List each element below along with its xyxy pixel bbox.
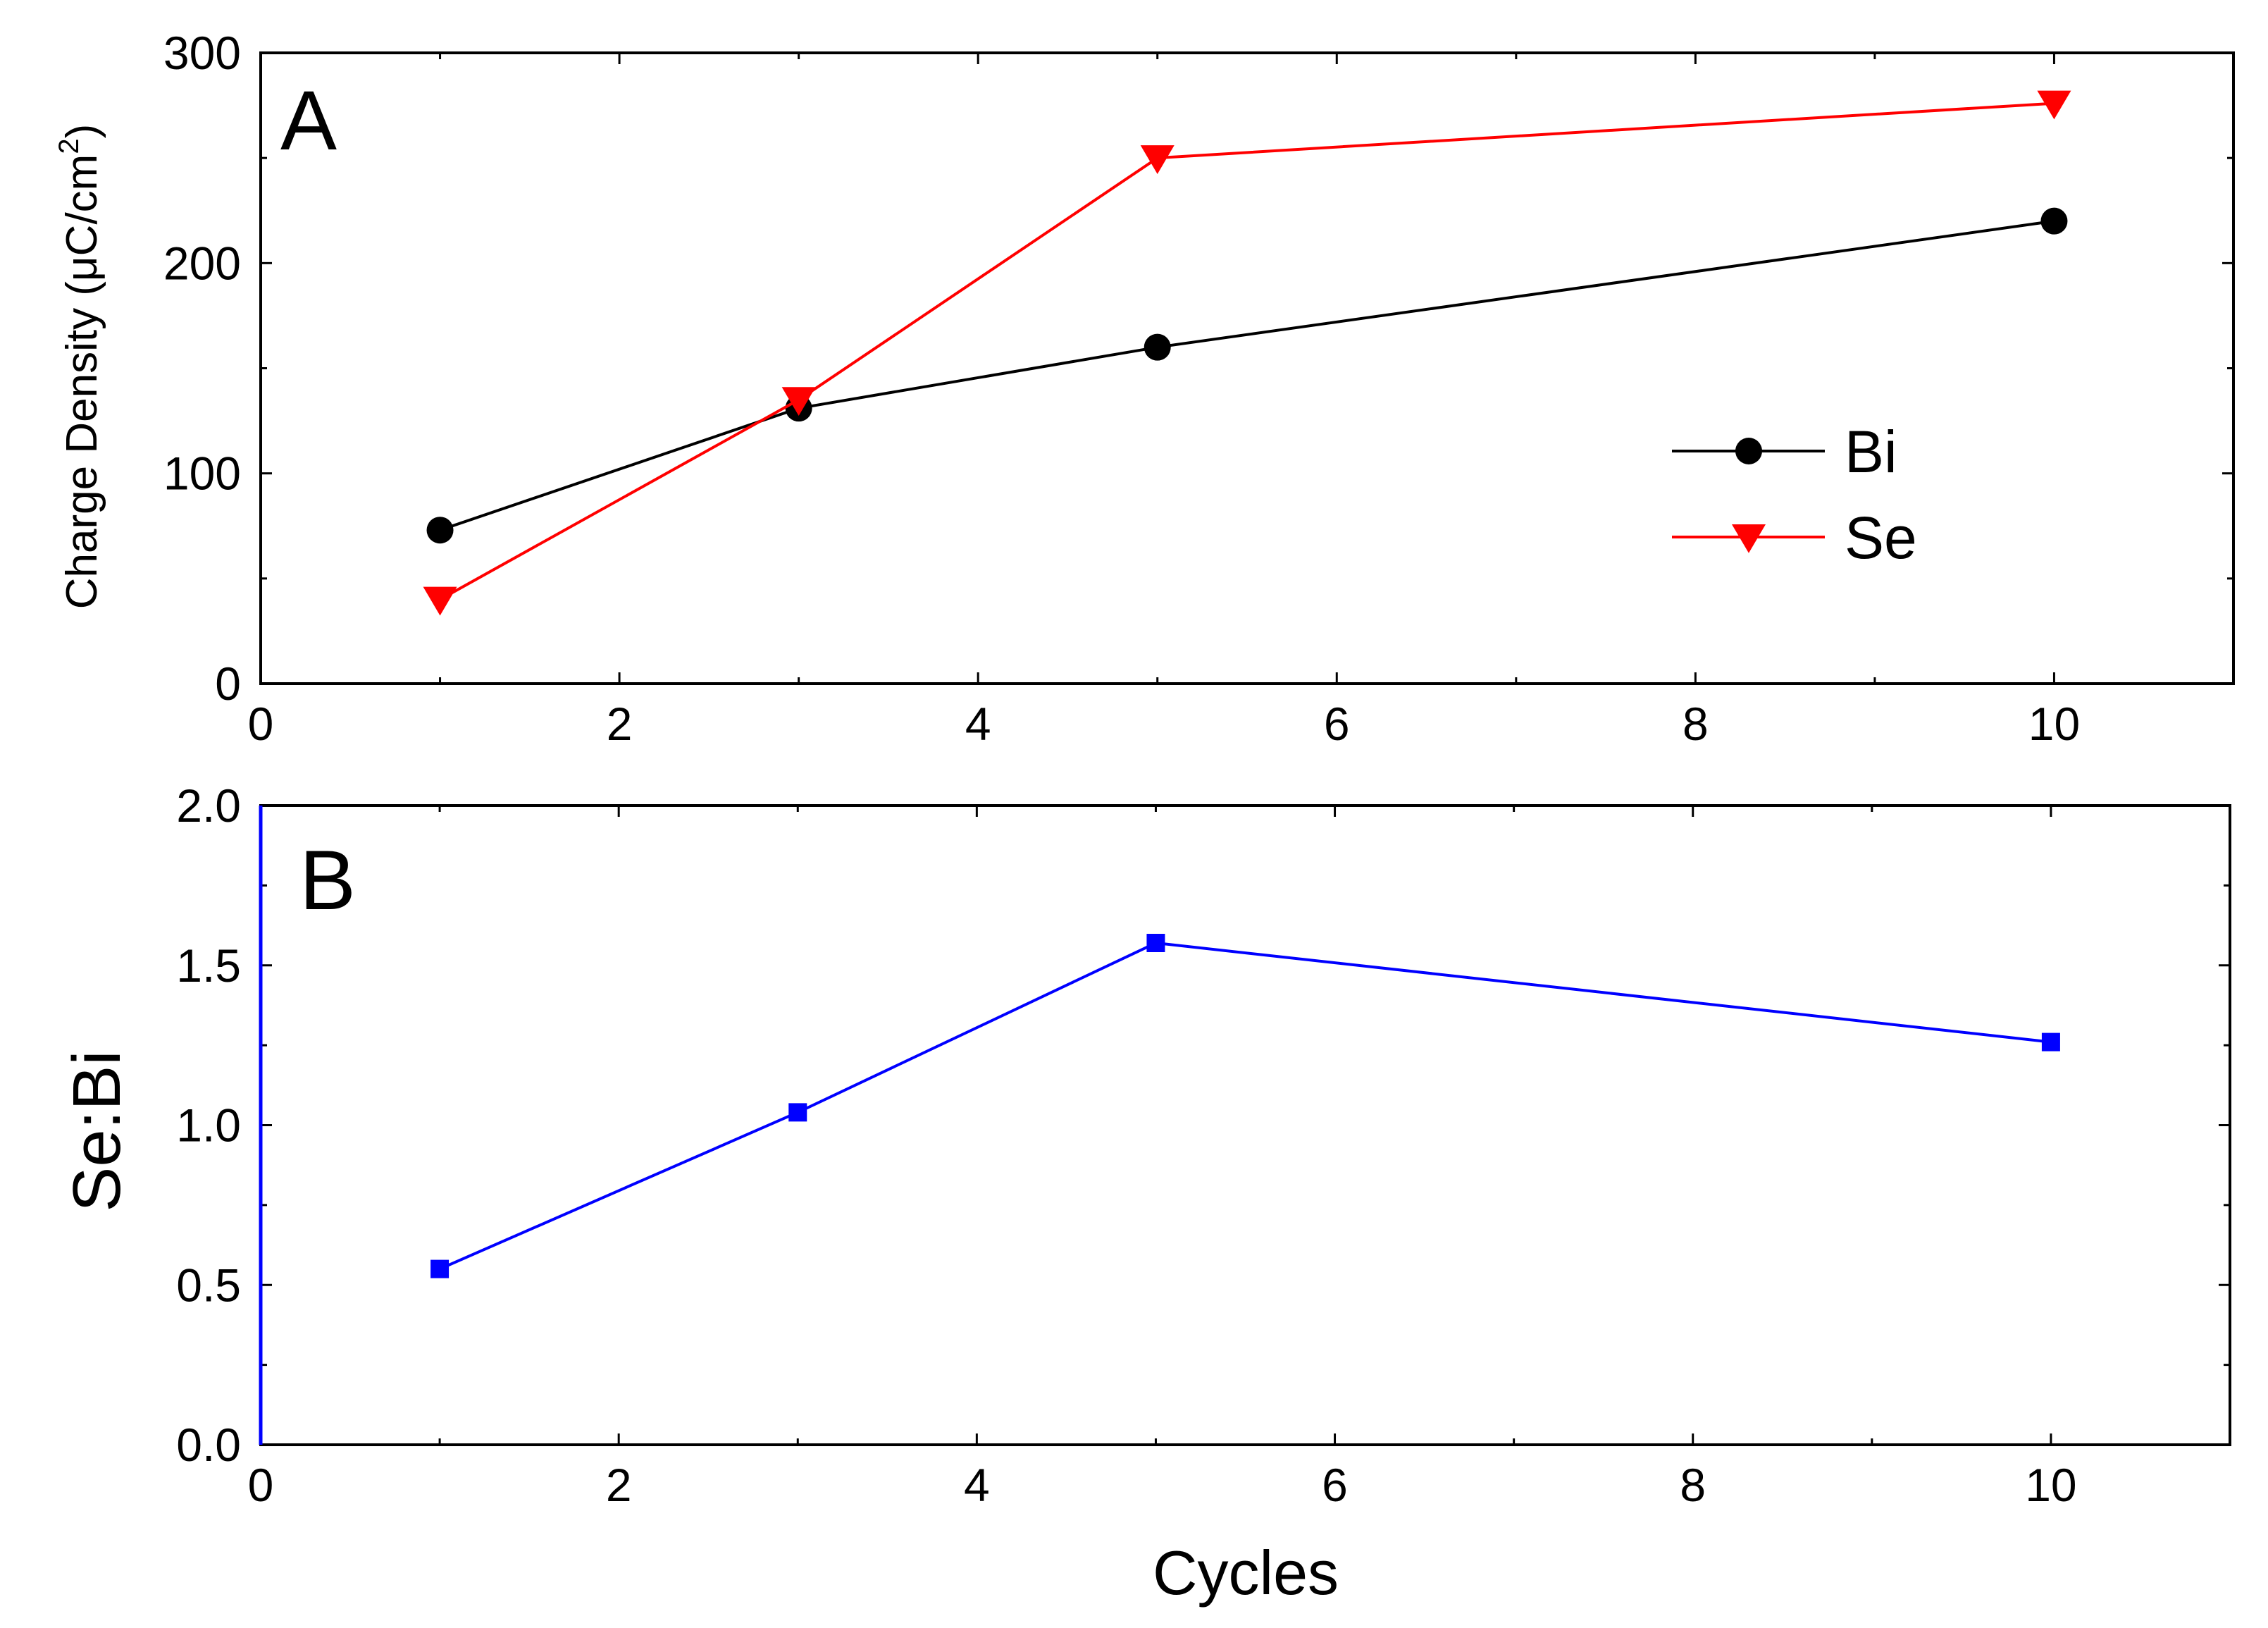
data-point-se bbox=[2037, 90, 2071, 120]
data-point-se bbox=[423, 586, 457, 616]
x-tick-label: 0 bbox=[248, 698, 274, 750]
panel-a-ticks bbox=[259, 51, 2235, 685]
x-tick-label: 4 bbox=[965, 698, 991, 750]
data-point-se-bi bbox=[2041, 1032, 2060, 1052]
panel-b-y-axis-label: Se:Bi bbox=[59, 1050, 135, 1211]
data-point-se bbox=[781, 387, 816, 417]
panel-a-legend: Bi Se bbox=[1672, 419, 1917, 571]
data-point-se-bi bbox=[430, 1259, 450, 1278]
x-tick-label: 2 bbox=[606, 1459, 632, 1511]
x-tick-label: 4 bbox=[964, 1459, 990, 1511]
panel-b-label: B bbox=[299, 833, 356, 927]
panel-a-y-axis-label: Charge Density (μC/cm2) bbox=[54, 124, 106, 609]
y-tick-label: 1.0 bbox=[176, 1099, 241, 1152]
panel-a-series bbox=[423, 90, 2071, 616]
series-line-bi bbox=[439, 219, 2055, 532]
y-tick-label: 300 bbox=[163, 27, 241, 79]
x-tick-label: 8 bbox=[1680, 1459, 1706, 1511]
data-point-bi bbox=[2040, 207, 2068, 235]
data-point-se-bi bbox=[1146, 934, 1165, 953]
x-tick-label: 0 bbox=[248, 1459, 274, 1511]
x-tick-label: 10 bbox=[2028, 698, 2080, 750]
panel-b-x-axis-label: Cycles bbox=[1153, 1538, 1339, 1608]
y-tick-label: 0 bbox=[215, 658, 241, 710]
x-tick-label: 8 bbox=[1683, 698, 1709, 750]
x-tick-label: 6 bbox=[1324, 698, 1350, 750]
panel-a-label: A bbox=[280, 73, 337, 168]
series-line-se-bi bbox=[439, 941, 2052, 1271]
legend-label-se: Se bbox=[1845, 505, 1917, 571]
y-tick-label: 0.5 bbox=[176, 1259, 241, 1311]
y-tick-label: 100 bbox=[163, 448, 241, 500]
data-point-se bbox=[1140, 145, 1175, 174]
legend-label-bi: Bi bbox=[1845, 419, 1897, 485]
data-point-bi bbox=[426, 517, 454, 544]
x-tick-label: 6 bbox=[1322, 1459, 1348, 1511]
panel-b-chart: 0 2 4 6 8 10 0.0 0.5 1.0 1.5 2.0 B Se:Bi Cycles bbox=[59, 779, 2231, 1608]
data-point-bi bbox=[1144, 333, 1171, 361]
legend-marker-bi bbox=[1735, 438, 1762, 464]
panel-b-tick-labels: 0 2 4 6 8 10 0.0 0.5 1.0 1.5 2.0 bbox=[176, 779, 2076, 1511]
panel-b-series bbox=[430, 934, 2060, 1278]
legend-marker-se bbox=[1732, 524, 1766, 553]
panel-b-ticks bbox=[259, 804, 2231, 1446]
x-tick-label: 10 bbox=[2025, 1459, 2076, 1511]
y-tick-label: 2.0 bbox=[176, 779, 241, 832]
y-tick-label: 200 bbox=[163, 237, 241, 289]
x-tick-label: 2 bbox=[607, 698, 633, 750]
data-point-se-bi bbox=[788, 1103, 807, 1122]
y-tick-label: 1.5 bbox=[176, 939, 241, 992]
series-line-se bbox=[439, 101, 2055, 601]
panel-a-plot-frame bbox=[259, 51, 2235, 685]
panel-b-plot-frame bbox=[259, 804, 2231, 1446]
y-tick-label: 0.0 bbox=[176, 1419, 241, 1471]
